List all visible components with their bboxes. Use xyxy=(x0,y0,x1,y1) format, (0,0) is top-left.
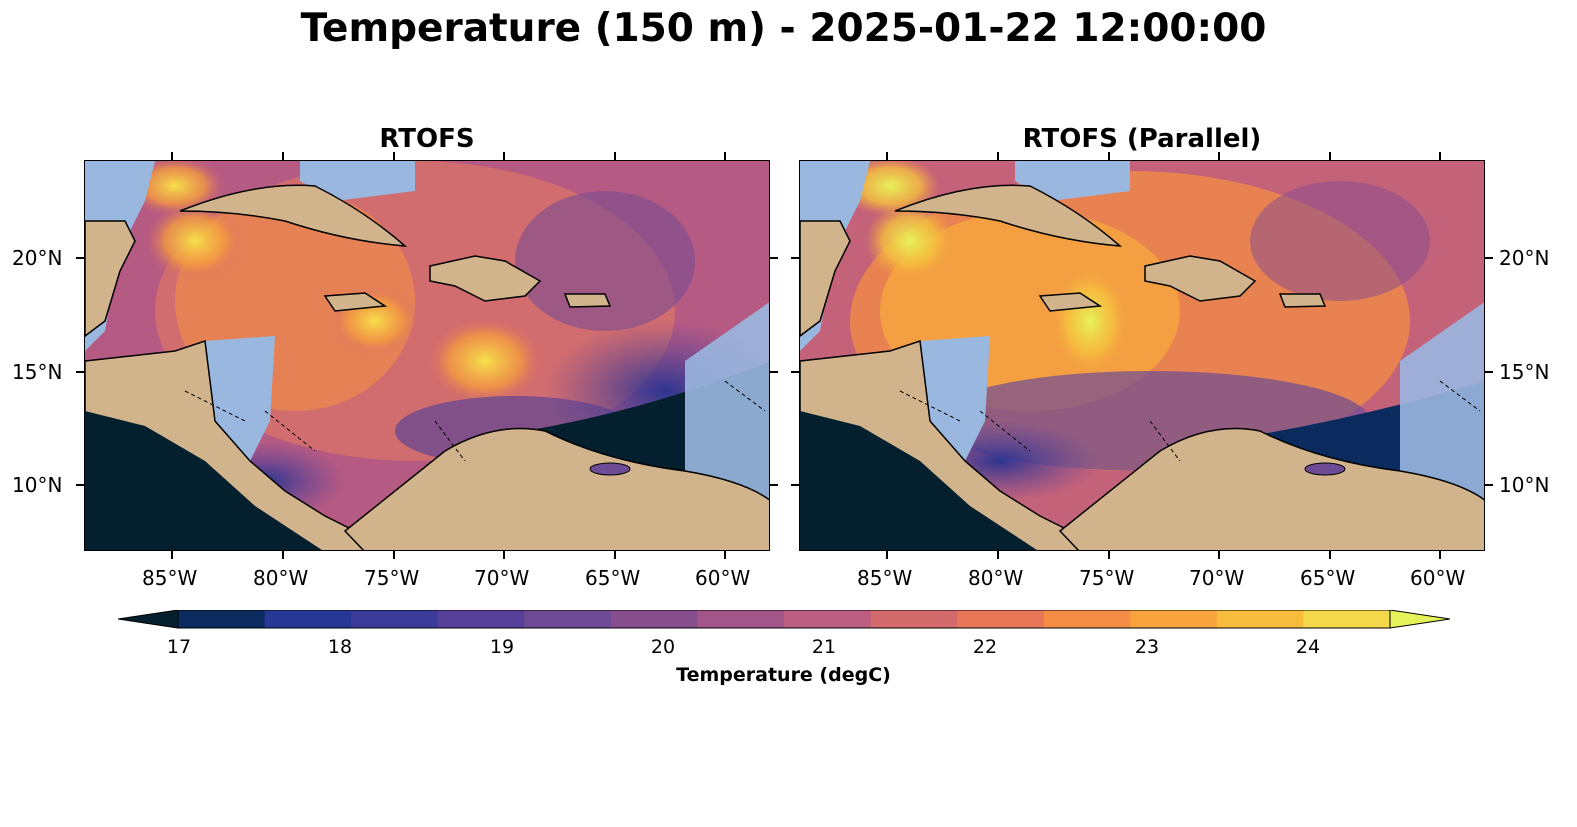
lon-label: 65°W xyxy=(1300,566,1356,590)
colorbar-segment xyxy=(351,610,439,628)
lat-label: 10°N xyxy=(12,473,63,497)
lat-label: 20°N xyxy=(1499,246,1550,270)
colorbar-segment xyxy=(1216,610,1304,628)
colorbar-segment xyxy=(437,610,525,628)
colorbar-tick: 20 xyxy=(650,636,676,658)
lon-label: 85°W xyxy=(142,566,198,590)
colorbar-segment xyxy=(524,610,612,628)
lon-label: 65°W xyxy=(585,566,641,590)
colorbar-tick: 19 xyxy=(489,636,515,658)
map-panel-rtofs xyxy=(84,160,770,551)
colorbar-tick: 17 xyxy=(166,636,192,658)
map-rtofs-parallel xyxy=(800,161,1484,550)
panel-title-rtofs-parallel: RTOFS (Parallel) xyxy=(1022,124,1262,154)
lon-label: 80°W xyxy=(253,566,309,590)
lon-label: 85°W xyxy=(857,566,913,590)
lon-label: 60°W xyxy=(1410,566,1466,590)
colorbar-segment xyxy=(1043,610,1131,628)
lon-label: 80°W xyxy=(968,566,1024,590)
lat-label: 10°N xyxy=(1499,473,1550,497)
colorbar-segment xyxy=(870,610,958,628)
lat-label: 15°N xyxy=(1499,360,1550,384)
lon-label: 70°W xyxy=(1189,566,1245,590)
lat-label: 20°N xyxy=(12,246,63,270)
colorbar-segment xyxy=(264,610,352,628)
colorbar-segment xyxy=(697,610,785,628)
colorbar-segment xyxy=(957,610,1045,628)
lon-label: 70°W xyxy=(474,566,530,590)
lon-label: 60°W xyxy=(695,566,751,590)
colorbar-label: Temperature (degC) xyxy=(676,664,891,686)
lat-label: 15°N xyxy=(12,360,63,384)
land-mass xyxy=(85,220,136,337)
colorbar-tick: 23 xyxy=(1134,636,1160,658)
colorbar-extend-high xyxy=(1389,610,1450,629)
colorbar-tick: 22 xyxy=(972,636,998,658)
figure-title: Temperature (150 m) - 2025-01-22 12:00:0… xyxy=(300,6,1267,51)
colorbar-segment xyxy=(784,610,872,628)
colorbar-tick: 18 xyxy=(327,636,353,658)
panel-title-rtofs: RTOFS xyxy=(379,124,475,154)
colorbar-segment xyxy=(610,610,698,628)
colorbar-segment xyxy=(178,610,266,628)
lon-label: 75°W xyxy=(364,566,420,590)
land-mass xyxy=(800,220,851,337)
colorbar-tick: 24 xyxy=(1295,636,1321,658)
lon-label: 75°W xyxy=(1079,566,1135,590)
colorbar-tick: 21 xyxy=(811,636,837,658)
colorbar-segment xyxy=(1130,610,1218,628)
map-panel-rtofs-parallel xyxy=(799,160,1485,551)
colorbar-segment xyxy=(1303,610,1391,628)
colorbar xyxy=(118,610,1450,629)
map-rtofs xyxy=(85,161,769,550)
colorbar-extend-low xyxy=(118,610,179,629)
